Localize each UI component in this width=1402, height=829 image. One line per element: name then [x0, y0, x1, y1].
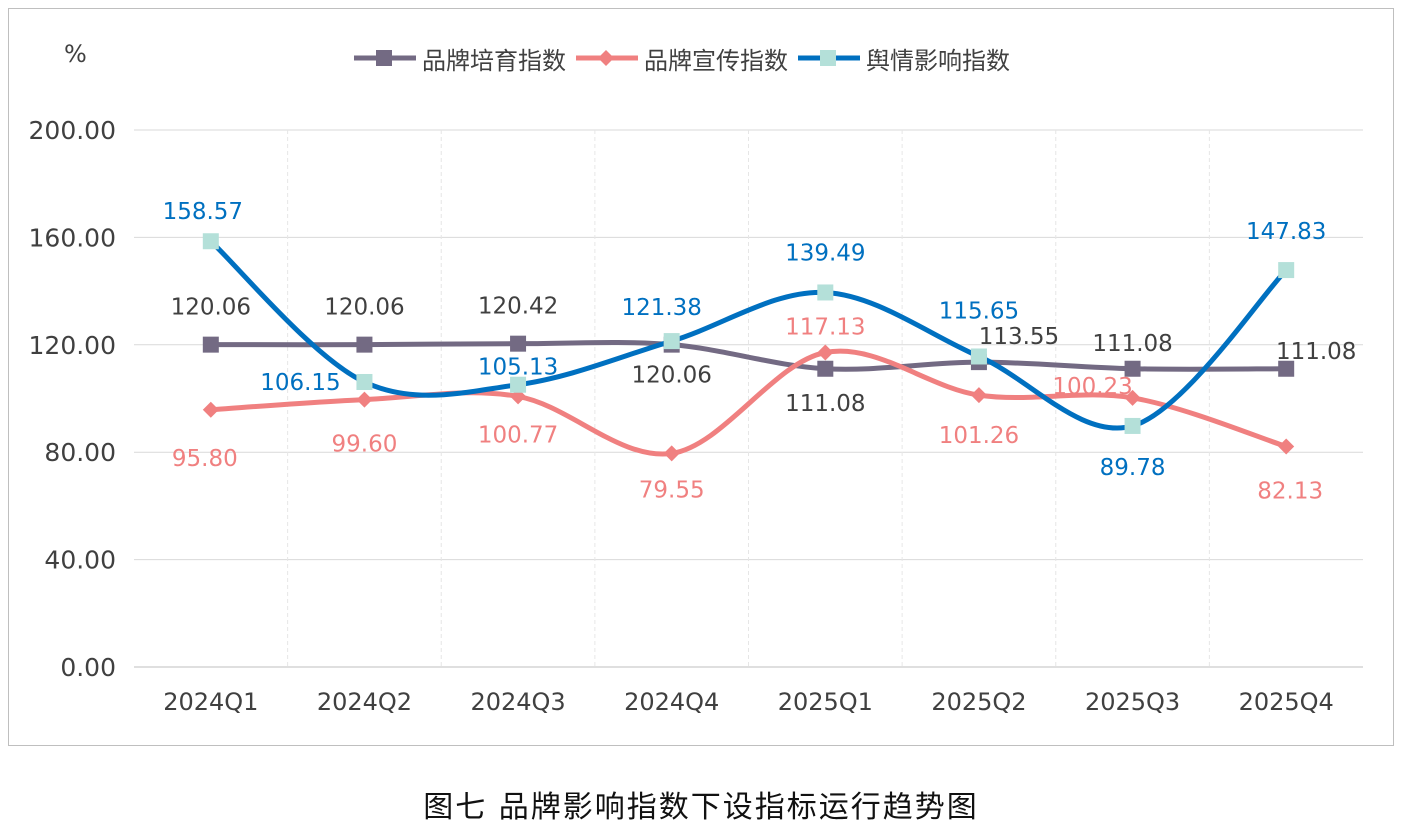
legend-swatch-square-icon — [798, 50, 860, 66]
data-label: 99.60 — [332, 432, 398, 458]
data-label: 121.38 — [621, 295, 701, 321]
data-label: 111.08 — [1276, 339, 1356, 365]
y-tick-label: 40.00 — [44, 546, 116, 575]
y-tick-label: 0.00 — [60, 653, 116, 682]
data-label: 113.55 — [979, 324, 1059, 350]
data-point-marker — [970, 348, 987, 365]
x-tick-label: 2025Q2 — [931, 688, 1026, 716]
data-label: 111.08 — [785, 391, 865, 417]
data-label: 105.13 — [478, 355, 558, 381]
data-point-marker — [1124, 360, 1141, 377]
data-label: 117.13 — [785, 315, 865, 341]
y-tick-label: 200.00 — [29, 116, 116, 145]
data-label: 100.77 — [478, 422, 558, 448]
legend-swatch-diamond-icon — [576, 50, 638, 66]
data-label: 79.55 — [639, 477, 705, 503]
data-point-marker — [510, 335, 527, 352]
data-label: 158.57 — [163, 199, 243, 225]
legend-label: 品牌培育指数 — [422, 46, 566, 75]
data-label: 120.06 — [324, 295, 404, 321]
x-tick-label: 2025Q4 — [1239, 688, 1334, 716]
series-line-brand-cultivation — [208, 339, 1289, 372]
data-point-marker — [202, 336, 219, 353]
data-label: 115.65 — [939, 298, 1019, 324]
data-point-marker — [356, 391, 373, 408]
x-tick-label: 2024Q4 — [624, 688, 719, 716]
data-point-marker — [510, 376, 527, 393]
data-label: 95.80 — [172, 446, 238, 472]
legend-item-brand-promotion: 品牌宣传指数 — [574, 41, 788, 76]
data-point-marker — [1278, 262, 1295, 279]
data-point-marker — [356, 373, 373, 390]
data-point-marker — [356, 336, 373, 353]
x-tick-label: 2025Q1 — [778, 688, 873, 716]
legend-item-public-opinion: 舆情影响指数 — [796, 41, 1010, 76]
data-point-marker — [817, 360, 834, 377]
chart-legend: 品牌培育指数 品牌宣传指数 舆情影响指数 — [352, 38, 1010, 78]
y-tick-label: 80.00 — [44, 438, 116, 467]
data-point-marker — [202, 401, 219, 418]
line-chart: 0.00 40.00 80.00 120.00 160.00 200.00% 2024Q1 2… — [29, 40, 1363, 716]
y-tick-label: 160.00 — [29, 223, 116, 252]
legend-label: 品牌宣传指数 — [644, 46, 788, 75]
y-tick-label: 120.00 — [29, 331, 116, 360]
data-label: 120.06 — [171, 295, 251, 321]
legend-label: 舆情影响指数 — [866, 46, 1010, 75]
data-point-marker — [1278, 438, 1295, 455]
legend-swatch-square-icon — [354, 50, 416, 66]
data-label: 82.13 — [1257, 478, 1323, 504]
y-axis-unit-label: % — [64, 40, 87, 68]
chart-frame — [8, 8, 1394, 746]
data-label: 100.23 — [1052, 374, 1132, 400]
data-point-marker — [817, 344, 834, 361]
data-point-marker — [663, 333, 680, 350]
data-point-marker — [1124, 417, 1141, 434]
data-label: 120.06 — [631, 363, 711, 389]
figure-caption: 图七 品牌影响指数下设指标运行趋势图 — [423, 790, 979, 825]
data-label: 139.49 — [785, 240, 865, 266]
data-label: 106.15 — [260, 370, 340, 396]
data-point-marker — [1278, 360, 1295, 377]
data-label: 89.78 — [1100, 455, 1166, 481]
legend-item-brand-cultivation: 品牌培育指数 — [352, 41, 566, 76]
data-label: 111.08 — [1092, 331, 1172, 357]
x-tick-label: 2024Q1 — [163, 688, 258, 716]
data-point-marker — [1124, 389, 1141, 406]
data-point-marker — [817, 284, 834, 301]
series-line-brand-promotion — [208, 348, 1289, 457]
data-label: 120.42 — [478, 294, 558, 320]
x-tick-label: 2024Q2 — [317, 688, 412, 716]
data-label: 101.26 — [939, 423, 1019, 449]
x-tick-label: 2025Q3 — [1085, 688, 1180, 716]
data-label: 147.83 — [1246, 219, 1326, 245]
data-point-marker — [663, 445, 680, 462]
data-point-marker — [202, 233, 219, 250]
data-point-marker — [970, 387, 987, 404]
x-tick-label: 2024Q3 — [470, 688, 565, 716]
